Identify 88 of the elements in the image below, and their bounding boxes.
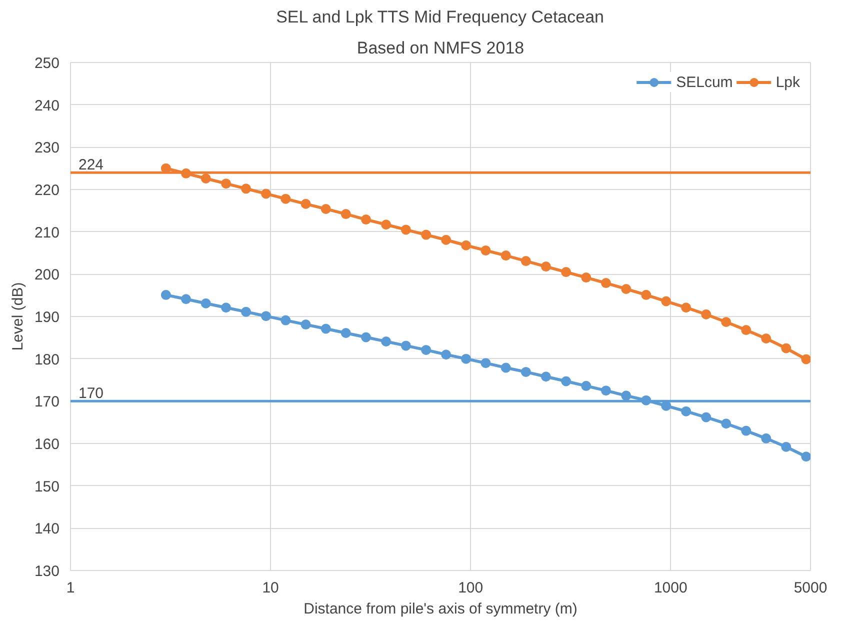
chart-subtitle: Based on NMFS 2018 xyxy=(356,38,524,58)
y-tick-label: 200 xyxy=(34,266,60,284)
point xyxy=(340,328,351,338)
y-tick-label: 220 xyxy=(34,182,60,199)
point xyxy=(400,340,411,351)
point xyxy=(741,325,752,336)
point xyxy=(361,214,372,225)
point xyxy=(160,290,171,300)
point xyxy=(540,262,551,272)
point xyxy=(461,240,472,250)
point xyxy=(801,354,810,364)
point xyxy=(320,324,331,334)
point xyxy=(600,278,611,288)
x-tick-label: 100 xyxy=(458,580,484,596)
point xyxy=(721,317,732,327)
point xyxy=(681,406,692,416)
point xyxy=(621,390,632,401)
point xyxy=(461,354,472,364)
y-tick-label: 180 xyxy=(34,351,60,368)
point xyxy=(581,380,592,391)
point xyxy=(741,426,752,436)
point xyxy=(781,442,792,452)
point xyxy=(441,234,452,245)
point xyxy=(221,302,232,313)
x-tick-label: 5000 xyxy=(794,580,828,596)
ref-line-label: 170 xyxy=(78,385,104,402)
point xyxy=(701,309,712,320)
point xyxy=(581,272,592,283)
point xyxy=(181,294,192,304)
point xyxy=(221,178,232,189)
y-tick-label: 190 xyxy=(34,309,60,326)
point xyxy=(300,198,311,209)
point xyxy=(400,224,411,235)
point xyxy=(520,256,531,266)
point xyxy=(500,362,511,373)
y-tick-label: 210 xyxy=(34,224,60,242)
point xyxy=(280,315,291,326)
point xyxy=(520,366,531,377)
y-axis-title: Level (dB) xyxy=(9,282,26,351)
point xyxy=(241,306,252,317)
y-tick-label: 140 xyxy=(34,520,60,538)
point xyxy=(200,298,211,308)
y-tick-label: 150 xyxy=(34,478,60,496)
point xyxy=(261,188,272,199)
point xyxy=(480,245,491,256)
point xyxy=(801,452,810,462)
point xyxy=(561,376,572,386)
y-tick-label: 130 xyxy=(34,563,60,580)
y-tick-label: 230 xyxy=(34,140,60,157)
point xyxy=(361,332,372,342)
y-tick-label: 250 xyxy=(34,55,60,72)
x-axis-title: Distance from pile's axis of symmetry (m) xyxy=(304,600,578,618)
point xyxy=(701,412,712,422)
point xyxy=(661,296,672,306)
x-tick-label: 1 xyxy=(66,580,75,596)
point xyxy=(320,204,331,214)
point xyxy=(421,344,432,355)
point xyxy=(600,386,611,396)
point xyxy=(781,343,792,354)
point xyxy=(761,334,772,344)
ref-line-label: 224 xyxy=(78,156,104,174)
point xyxy=(200,174,211,184)
x-tick-label: 1000 xyxy=(654,580,688,596)
point xyxy=(641,290,652,300)
point xyxy=(721,418,732,429)
point xyxy=(300,320,311,330)
x-tick-label: 10 xyxy=(262,580,279,596)
y-tick-label: 240 xyxy=(34,97,60,114)
point xyxy=(540,372,551,382)
point xyxy=(381,220,392,230)
point xyxy=(681,302,692,313)
point xyxy=(621,284,632,294)
point xyxy=(261,311,272,322)
legend-label: SELcum xyxy=(676,74,733,90)
point xyxy=(421,230,432,240)
point xyxy=(340,209,351,220)
point xyxy=(241,184,252,194)
point xyxy=(761,433,772,444)
point xyxy=(500,250,511,261)
y-tick-label: 170 xyxy=(34,394,60,411)
y-tick-label: 160 xyxy=(34,436,60,453)
point xyxy=(280,194,291,204)
legend-label: Lpk xyxy=(776,74,800,90)
chart-title: SEL and Lpk TTS Mid Frequency Cetacean xyxy=(276,8,604,26)
point xyxy=(561,267,572,278)
point xyxy=(480,358,491,368)
point xyxy=(381,336,392,346)
point xyxy=(441,350,452,360)
